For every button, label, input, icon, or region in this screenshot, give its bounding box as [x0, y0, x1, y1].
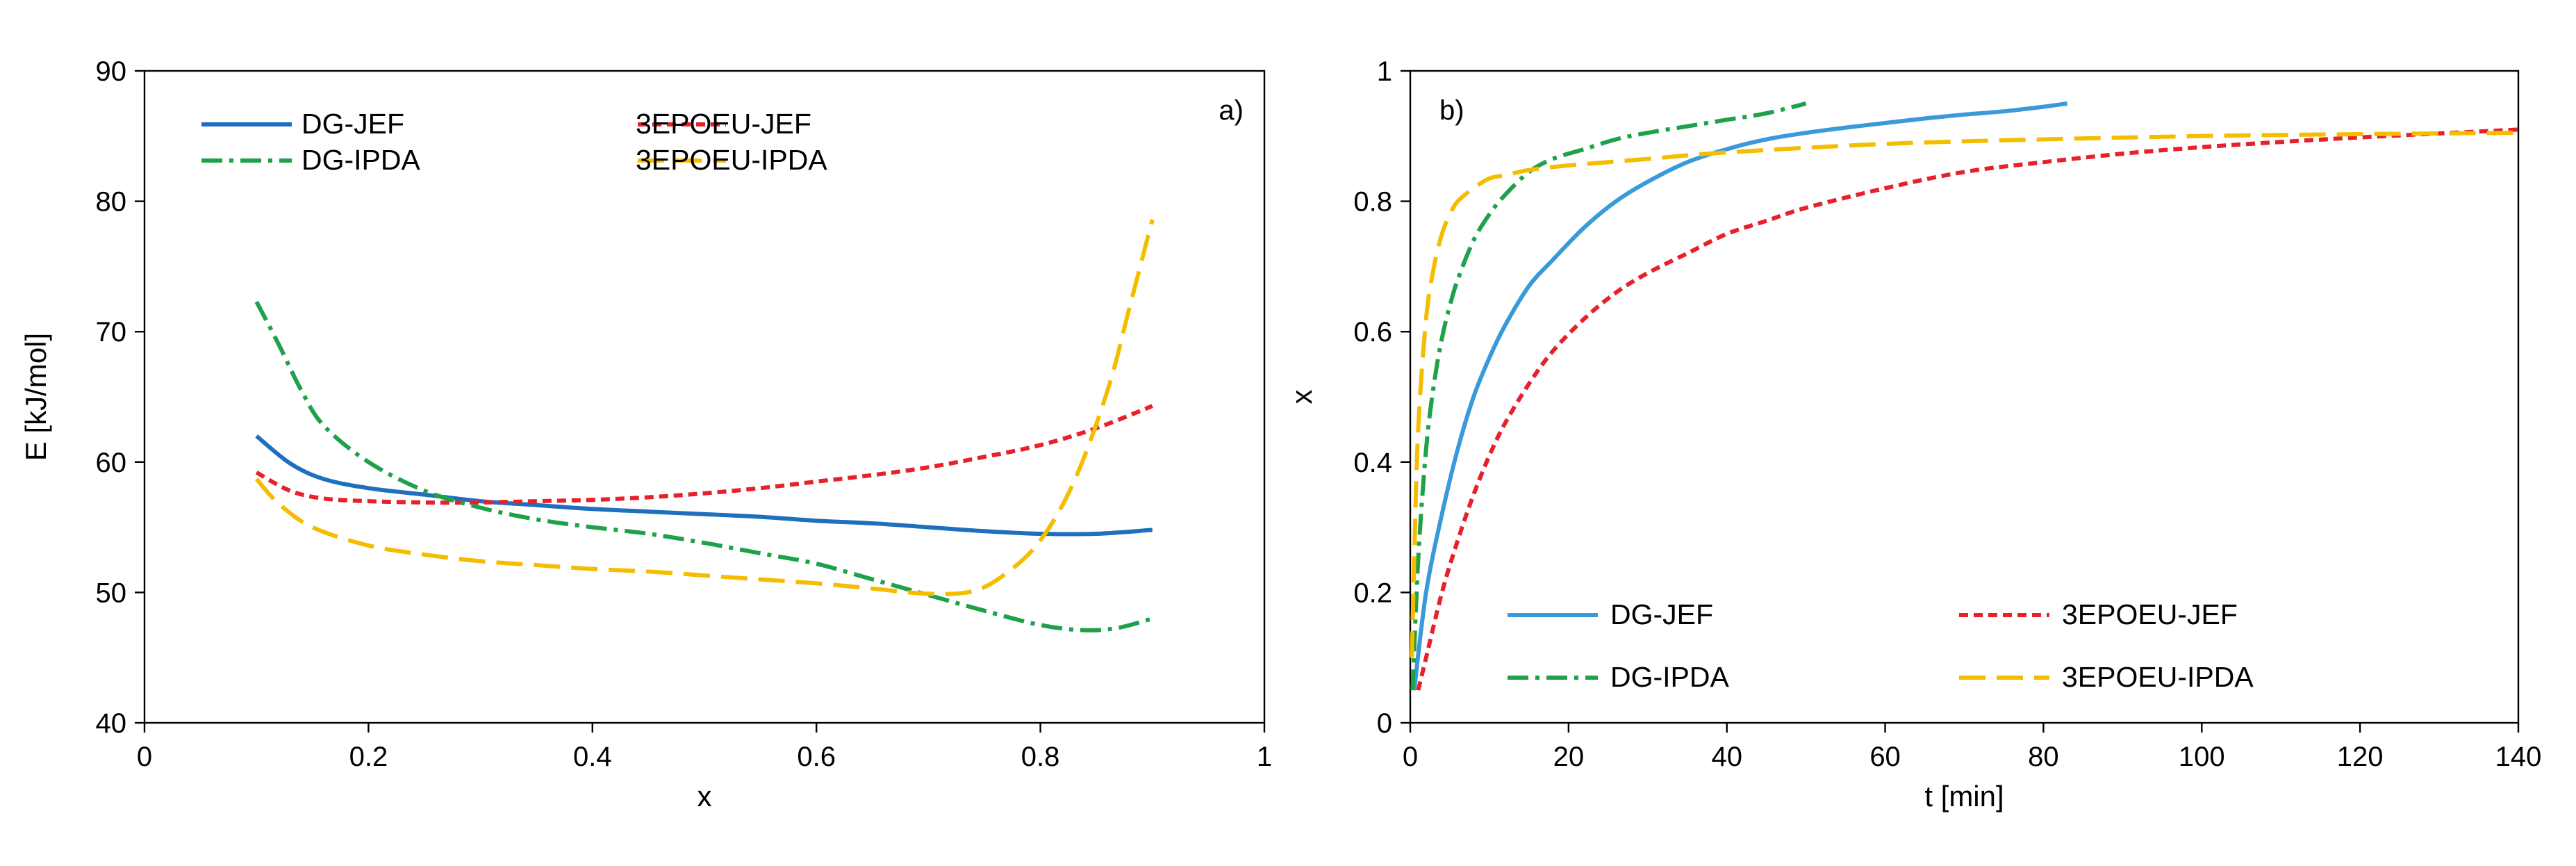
x-tick-label: 1: [1257, 742, 1272, 772]
y-tick-label: 80: [96, 187, 127, 218]
y-axis-title: E [kJ/mol]: [19, 333, 52, 461]
legend: DG-JEF 3EPOEU-JEF DG-IPDA 3EPOEU-IPDA: [201, 108, 827, 176]
chart-panel-a: 40 50 60 70 80 90 0 0.2 0.4 0.6 0.8 1 x E [kJ/mol] a) D…: [19, 56, 1272, 812]
plot-area-frame: [143, 70, 1266, 724]
series-lines: [254, 219, 1155, 632]
x-tick-label: 120: [2337, 742, 2384, 772]
x-tick-label: 0.6: [797, 742, 836, 772]
series-line-dg-jef: [255, 434, 1153, 537]
x-tick-label: 0.4: [573, 742, 612, 772]
plot-area-frame: [1409, 70, 2520, 724]
x-tick-label: 40: [1711, 742, 1742, 772]
y-axis-title: x: [1285, 390, 1318, 405]
chart-panel-b: 0 0.2 0.4 0.6 0.8 1 0 20 40 60 80 100 120 140 t [min] x…: [1285, 56, 2541, 812]
y-tick-label: 0: [1377, 708, 1392, 739]
series-line-3epoeu-ipda: [1410, 131, 2519, 658]
y-tick-label: 1: [1377, 56, 1392, 87]
series-lines: [1410, 101, 2519, 691]
y-tick-label: 90: [96, 56, 127, 87]
y-tick-label: 0.6: [1353, 317, 1392, 348]
legend-label: DG-IPDA: [302, 144, 421, 176]
legend: DG-JEF 3EPOEU-JEF DG-IPDA 3EPOEU-IPDA: [1508, 598, 2254, 693]
y-tick-label: 0.4: [1353, 448, 1392, 478]
panel-label: a): [1219, 95, 1244, 126]
x-tick-label: 140: [2495, 742, 2542, 772]
x-tick-label: 20: [1553, 742, 1585, 772]
x-axis-title: x: [697, 780, 712, 812]
y-tick-label: 0.8: [1353, 187, 1392, 218]
x-tick-label: 60: [1869, 742, 1901, 772]
series-line-3epoeu-jef: [255, 404, 1153, 505]
legend-label: 3EPOEU-IPDA: [2062, 661, 2254, 693]
y-tick-label: 60: [96, 448, 127, 478]
panel-label: b): [1439, 95, 1464, 126]
y-tick-label: 50: [96, 578, 127, 608]
y-tick-label: 0.2: [1353, 578, 1392, 608]
series-line-dg-ipda: [1410, 101, 1807, 691]
x-tick-label: 0.2: [349, 742, 388, 772]
x-tick-label: 80: [2028, 742, 2059, 772]
legend-label: DG-JEF: [302, 108, 404, 140]
y-tick-label: 70: [96, 317, 127, 348]
series-line-3epoeu-ipda: [254, 219, 1155, 596]
x-tick-label: 100: [2179, 742, 2225, 772]
x-tick-label: 0: [1403, 742, 1418, 772]
y-tick-label: 40: [96, 708, 127, 739]
series-line-dg-ipda: [254, 300, 1153, 632]
x-axis-title: t [min]: [1924, 780, 2004, 812]
x-tick-label: 0.8: [1021, 742, 1060, 772]
legend-label: 3EPOEU-JEF: [2062, 598, 2238, 630]
legend-label: DG-JEF: [1610, 598, 1713, 630]
series-line-dg-jef: [1412, 101, 2068, 691]
series-line-3epoeu-jef: [1416, 127, 2519, 691]
legend-label: 3EPOEU-JEF: [636, 108, 811, 140]
legend-label: DG-IPDA: [1610, 661, 1730, 693]
x-tick-label: 0: [137, 742, 152, 772]
legend-label: 3EPOEU-IPDA: [636, 144, 827, 176]
